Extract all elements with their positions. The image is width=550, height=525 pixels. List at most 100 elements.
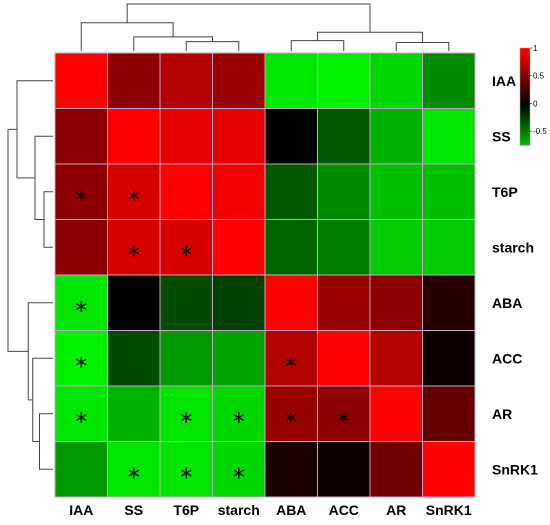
colorbar-segment: [520, 114, 530, 117]
significance-star: *: [75, 297, 87, 325]
colorbar-segment: [520, 72, 530, 75]
heatmap-cell: [265, 275, 318, 331]
significance-star: *: [128, 186, 140, 214]
heatmap-cell: [107, 53, 161, 109]
colorbar-segment: [520, 122, 530, 125]
colorbar-segment: [520, 48, 530, 51]
heatmap-cell: [265, 164, 318, 220]
heatmap-cell: [160, 330, 213, 387]
heatmap-cell: [265, 441, 318, 498]
heatmap-cell: [370, 386, 423, 442]
heatmap-cell: [212, 441, 266, 498]
row-label: IAA: [492, 73, 516, 89]
colorbar-segment: [520, 138, 530, 141]
colorbar-segment: [520, 141, 530, 144]
heatmap-cell: [55, 441, 108, 498]
heatmap-cell: [212, 330, 266, 387]
colorbar-segment: [520, 96, 530, 99]
column-label: AR: [386, 502, 406, 518]
heatmap-cell: [212, 53, 266, 109]
heatmap-cell: [422, 275, 476, 331]
dendrogram-branch: [395, 42, 450, 51]
heatmap-cell: [107, 330, 161, 387]
significance-star: *: [233, 463, 245, 491]
heatmap-cell: [107, 275, 161, 331]
heatmap-cell: [55, 108, 108, 165]
dendrogram-branch: [32, 357, 53, 442]
heatmap-cell: [55, 330, 108, 387]
colorbar-segment: [520, 123, 530, 127]
colorbar-segment: [520, 59, 530, 62]
heatmap-cell: [160, 386, 213, 442]
significance-star: *: [128, 463, 140, 491]
significance-star: *: [180, 408, 192, 436]
row-label: ABA: [492, 295, 522, 311]
significance-star: *: [180, 241, 192, 269]
dendrogram-branch: [133, 36, 213, 51]
heatmap-cell: [212, 164, 266, 220]
row-label: ACC: [492, 350, 522, 366]
colorbar-segment: [520, 93, 530, 96]
heatmap-cell: [317, 164, 371, 220]
heatmap-cell: [265, 219, 318, 276]
heatmap-cell: [317, 441, 371, 498]
row-labels: IAA SS T6P starch ABA ACC AR SnRK1: [492, 73, 538, 478]
column-label: ACC: [329, 502, 359, 518]
heatmap-cell: [107, 108, 161, 165]
dendrogram-branch: [27, 302, 53, 401]
dendrogram-branch: [185, 41, 240, 51]
heatmap-cell: [317, 275, 371, 331]
colorbar-segment: [520, 106, 530, 109]
heatmap-cell: [370, 164, 423, 220]
heatmap-cell: [160, 53, 213, 109]
heatmap-cell: [422, 441, 476, 498]
heatmap-cell: [370, 275, 423, 331]
heatmap-cells: [55, 53, 476, 498]
colorbar-segment: [520, 56, 530, 59]
colorbar-segment: [520, 65, 530, 68]
colorbar-segment: [520, 81, 530, 85]
colorbar-segment: [520, 77, 530, 80]
heatmap-cell: [107, 219, 161, 276]
column-label: T6P: [173, 502, 199, 518]
heatmap-cell: [212, 275, 266, 331]
dendrogram-branch: [43, 191, 53, 248]
significance-star: *: [180, 463, 192, 491]
significance-star: *: [75, 352, 87, 380]
dendrogram-branch: [290, 40, 345, 51]
colorbar-segment: [520, 135, 530, 138]
heatmap-cell: [107, 164, 161, 220]
heatmap-cell: [422, 164, 476, 220]
colorbar-segment: [520, 49, 530, 52]
significance-star: *: [285, 352, 297, 380]
heatmap-cell: [107, 441, 161, 498]
heatmap-cell: [370, 441, 423, 498]
column-dendrogram: [80, 3, 450, 51]
heatmap-cell: [212, 386, 266, 442]
colorbar-segment: [520, 62, 530, 65]
colorbar-tick-label: 0.5: [533, 72, 545, 81]
row-label: SnRK1: [492, 461, 538, 477]
dendrogram-branch: [7, 128, 29, 352]
colorbar-segment: [520, 83, 530, 86]
colorbar-segment: [520, 54, 530, 57]
colorbar-segment: [520, 70, 530, 73]
heatmap-cell: [370, 330, 423, 387]
colorbar-segment: [520, 90, 530, 93]
colorbar-segment: [520, 78, 530, 81]
heatmap-cell: [55, 164, 108, 220]
colorbar-segment: [520, 80, 530, 83]
significance-star: *: [285, 408, 297, 436]
colorbar-frame: [519, 47, 531, 146]
colorbar-segment: [520, 88, 530, 91]
column-label: starch: [218, 502, 260, 518]
significance-markers: * * * * * * * * * * * * * * *: [75, 186, 350, 492]
dendrogram-branch: [39, 413, 53, 470]
heatmap-cell: [370, 219, 423, 276]
colorbar-segment: [520, 125, 530, 128]
colorbar-segment: [520, 73, 530, 77]
heatmap-cell: [370, 53, 423, 109]
colorbar-segment: [520, 75, 530, 78]
colorbar-segment: [520, 98, 530, 101]
